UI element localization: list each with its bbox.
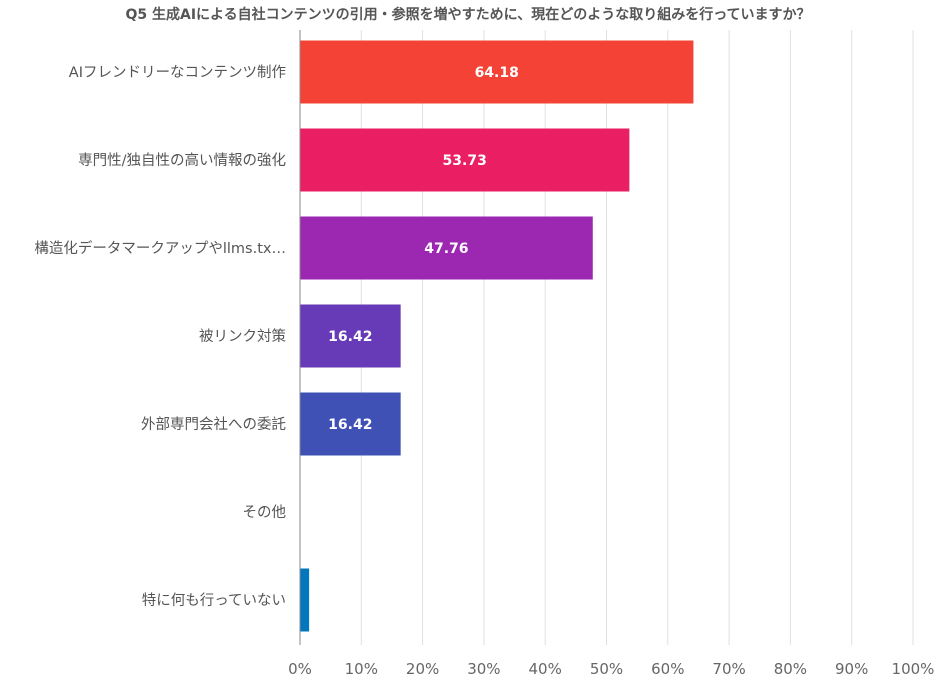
x-tick-label: 90% — [835, 660, 868, 678]
x-tick-label: 50% — [590, 660, 623, 678]
category-label: 被リンク対策 — [199, 328, 286, 345]
data-label: 16.42 — [328, 417, 372, 433]
category-label: 構造化データマークアップやllms.tx… — [34, 239, 286, 257]
bars: 64.18 53.73 47.76 16.42 16.42 — [300, 40, 694, 632]
chart-title: Q5 生成AIによる自社コンテンツの引用・参照を増やすために、現在どのような取り… — [125, 6, 810, 23]
x-tick-label: 30% — [467, 660, 500, 678]
x-tick-label: 10% — [345, 660, 378, 678]
bar — [300, 128, 630, 192]
bar — [300, 216, 593, 280]
bar — [300, 40, 694, 104]
data-label: 16.42 — [328, 329, 372, 345]
category-label: 特に何も行っていない — [142, 592, 286, 609]
data-label: 64.18 — [475, 65, 519, 81]
x-axis-tick-labels: 0% 10% 20% 30% 40% 50% 60% 70% 80% 90% 100% — [288, 660, 934, 678]
bar — [300, 568, 310, 632]
x-tick-label: 70% — [712, 660, 745, 678]
x-tick-label: 60% — [651, 660, 684, 678]
x-tick-label: 100% — [892, 660, 935, 678]
data-label: 47.76 — [424, 241, 468, 257]
bar — [300, 392, 401, 456]
x-tick-label: 0% — [288, 660, 312, 678]
category-label: 専門性/独自性の高い情報の強化 — [78, 152, 286, 169]
category-label: AIフレンドリーなコンテンツ制作 — [69, 64, 286, 81]
category-label: その他 — [243, 504, 287, 521]
data-label: 53.73 — [443, 153, 487, 169]
x-tick-label: 40% — [529, 660, 562, 678]
category-label: 外部専門会社への委託 — [141, 416, 286, 433]
bar — [300, 304, 401, 368]
gridlines — [360, 30, 914, 645]
category-labels: AIフレンドリーなコンテンツ制作専門性/独自性の高い情報の強化構造化データマーク… — [34, 64, 286, 609]
x-tick-label: 20% — [406, 660, 439, 678]
x-tick-label: 80% — [774, 660, 807, 678]
